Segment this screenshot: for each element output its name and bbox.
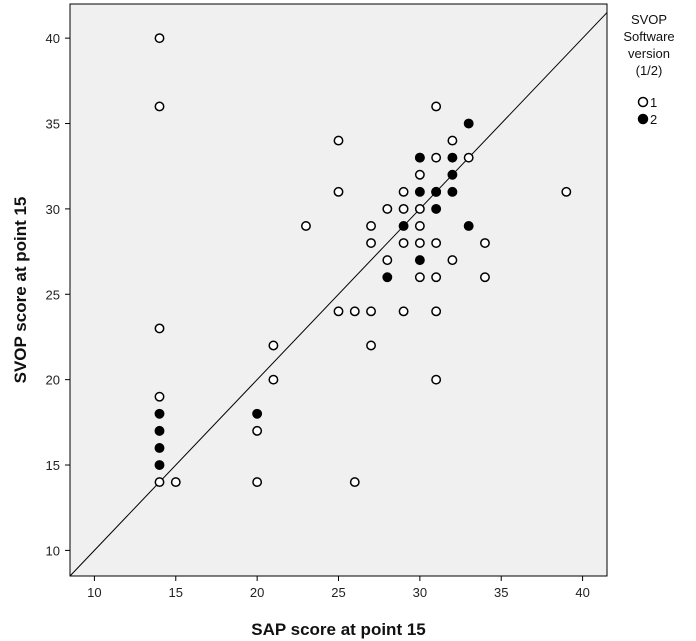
x-axis-ticks: 10 15 20 25 30 35 40 [87,576,590,600]
data-point-series-1 [431,306,442,317]
data-point-series-1 [301,221,311,231]
x-axis-title: SAP score at point 15 [251,620,425,639]
y-tick-label: 20 [46,373,60,388]
data-point-series-1 [398,203,409,214]
data-point-series-1 [431,238,442,248]
data-point-series-1 [252,477,263,488]
data-point-series-2 [414,186,425,197]
legend-label-series-2: 2 [650,112,657,127]
data-point-series-2 [463,221,474,231]
data-point-series-1 [431,374,442,385]
legend: SVOP Software version (1/2) 1 2 [623,12,674,127]
y-tick-label: 10 [46,543,60,558]
y-tick-label: 30 [46,202,60,217]
data-point-series-1 [154,477,165,488]
data-point-series-1 [431,152,442,163]
data-point-series-1 [366,340,376,351]
data-point-series-1 [414,169,425,180]
data-point-series-1 [447,255,458,266]
legend-label-series-1: 1 [650,95,657,110]
data-point-series-1 [414,203,425,214]
legend-marker-series-1 [637,96,649,108]
x-tick-label: 25 [331,585,345,600]
x-tick-label: 10 [87,585,101,600]
data-point-series-1 [398,306,409,317]
data-point-series-2 [382,272,393,283]
x-tick-label: 20 [250,585,264,600]
data-point-series-2 [154,425,165,436]
data-point-series-1 [333,135,344,146]
data-point-series-1 [268,374,279,385]
data-point-series-1 [414,238,425,248]
data-point-series-1 [333,306,344,317]
data-point-series-2 [431,203,442,214]
plot-area [69,3,608,577]
data-point-series-1 [431,272,442,283]
y-axis-ticks: 10 15 20 25 30 35 40 [46,31,70,558]
data-point-series-1 [252,425,263,436]
data-point-series-1 [349,306,360,317]
y-tick-label: 25 [46,287,60,302]
data-point-series-1 [480,238,490,248]
data-point-series-1 [333,186,344,197]
data-point-series-2 [447,186,458,197]
legend-title-line: (1/2) [636,63,663,78]
data-point-series-1 [154,33,165,44]
data-point-series-1 [414,221,425,231]
data-point-series-1 [366,306,376,317]
data-point-series-1 [366,238,376,248]
legend-title-line: version [628,46,670,61]
x-tick-label: 40 [575,585,589,600]
data-point-series-2 [154,442,165,453]
legend-title-line: SVOP [631,12,667,27]
data-point-series-1 [382,255,393,266]
data-point-series-2 [398,221,409,231]
data-points [154,33,572,488]
y-axis-title: SVOP score at point 15 [11,197,30,384]
data-point-series-2 [447,152,458,163]
data-point-series-2 [154,408,165,419]
data-point-series-1 [154,323,165,334]
y-tick-label: 15 [46,458,60,473]
data-point-series-2 [154,460,165,470]
data-point-series-1 [398,186,409,197]
data-point-series-2 [414,255,425,266]
data-point-series-2 [252,408,263,419]
data-point-series-1 [366,221,376,231]
data-point-series-1 [447,135,458,146]
data-point-series-2 [431,186,442,197]
data-point-series-1 [480,272,490,283]
legend-marker-series-2 [637,113,649,125]
x-tick-label: 35 [494,585,508,600]
data-point-series-1 [431,101,442,112]
data-point-series-2 [463,118,474,129]
data-point-series-1 [382,203,393,214]
x-tick-label: 15 [169,585,183,600]
data-point-series-1 [170,477,181,488]
data-point-series-1 [349,477,360,488]
y-tick-label: 35 [46,117,60,132]
y-tick-label: 40 [46,31,60,46]
data-point-series-1 [154,101,165,112]
legend-title-line: Software [623,29,674,44]
data-point-series-1 [561,186,572,197]
data-point-series-2 [447,169,458,180]
data-point-series-1 [463,152,474,163]
data-point-series-1 [154,391,165,402]
data-point-series-2 [414,152,425,163]
data-point-series-1 [268,340,279,351]
data-point-series-1 [414,272,425,283]
x-tick-label: 30 [413,585,427,600]
data-point-series-1 [398,238,409,248]
